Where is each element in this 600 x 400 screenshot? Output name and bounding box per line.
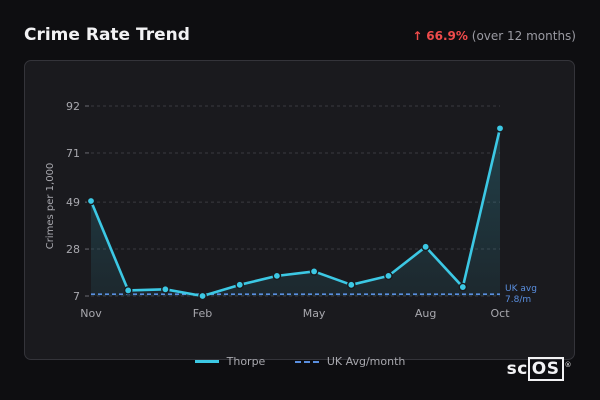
data-point [458, 282, 468, 292]
data-point [272, 271, 282, 281]
series-area-thorpe [91, 128, 500, 296]
x-tick-label: Aug [415, 307, 436, 320]
legend-swatch-dashed [294, 360, 319, 363]
y-tick-label: 71 [66, 147, 80, 160]
data-point [495, 124, 505, 133]
legend-label-uk-avg: UK Avg/month [326, 354, 406, 368]
y-tick-label: 28 [66, 243, 80, 256]
legend-item-uk-avg[interactable]: UK Avg/month [294, 354, 406, 368]
y-tick-label: 7 [73, 290, 80, 303]
data-point [346, 280, 356, 290]
trend-up-icon: ↑ [412, 29, 423, 43]
change-summary: ↑ 66.9% (over 12 months) [412, 29, 576, 43]
y-tick-label: 49 [66, 196, 80, 209]
legend-swatch-solid [194, 360, 219, 363]
series-line-thorpe [89, 127, 502, 298]
change-period: (over 12 months) [471, 29, 576, 43]
x-tick-label: Oct [490, 307, 510, 320]
x-tick-label: May [303, 307, 326, 320]
data-point [123, 286, 133, 295]
data-point [161, 284, 170, 294]
data-point [309, 267, 319, 276]
legend-item-thorpe[interactable]: Thorpe [194, 354, 266, 368]
y-axis-label: Crimes per 1,000 [45, 163, 56, 250]
data-point [198, 291, 207, 301]
data-point [421, 242, 430, 252]
data-point [235, 280, 245, 290]
data-point [384, 271, 393, 281]
data-point [86, 196, 96, 206]
chart-title: Crime Rate Trend [24, 25, 190, 45]
x-tick-label: Nov [80, 307, 102, 320]
chart-legend: Thorpe UK Avg/month [0, 354, 600, 368]
uk-avg-label: UK avg [505, 284, 537, 294]
change-percent: 66.9% [426, 29, 468, 43]
y-tick-label: 92 [66, 100, 80, 113]
legend-label-thorpe: Thorpe [226, 354, 266, 368]
x-tick-label: Feb [193, 307, 212, 320]
brand-logo: sc OS ® [506, 357, 572, 381]
uk-avg-value-label: 7.8/m [505, 295, 531, 305]
